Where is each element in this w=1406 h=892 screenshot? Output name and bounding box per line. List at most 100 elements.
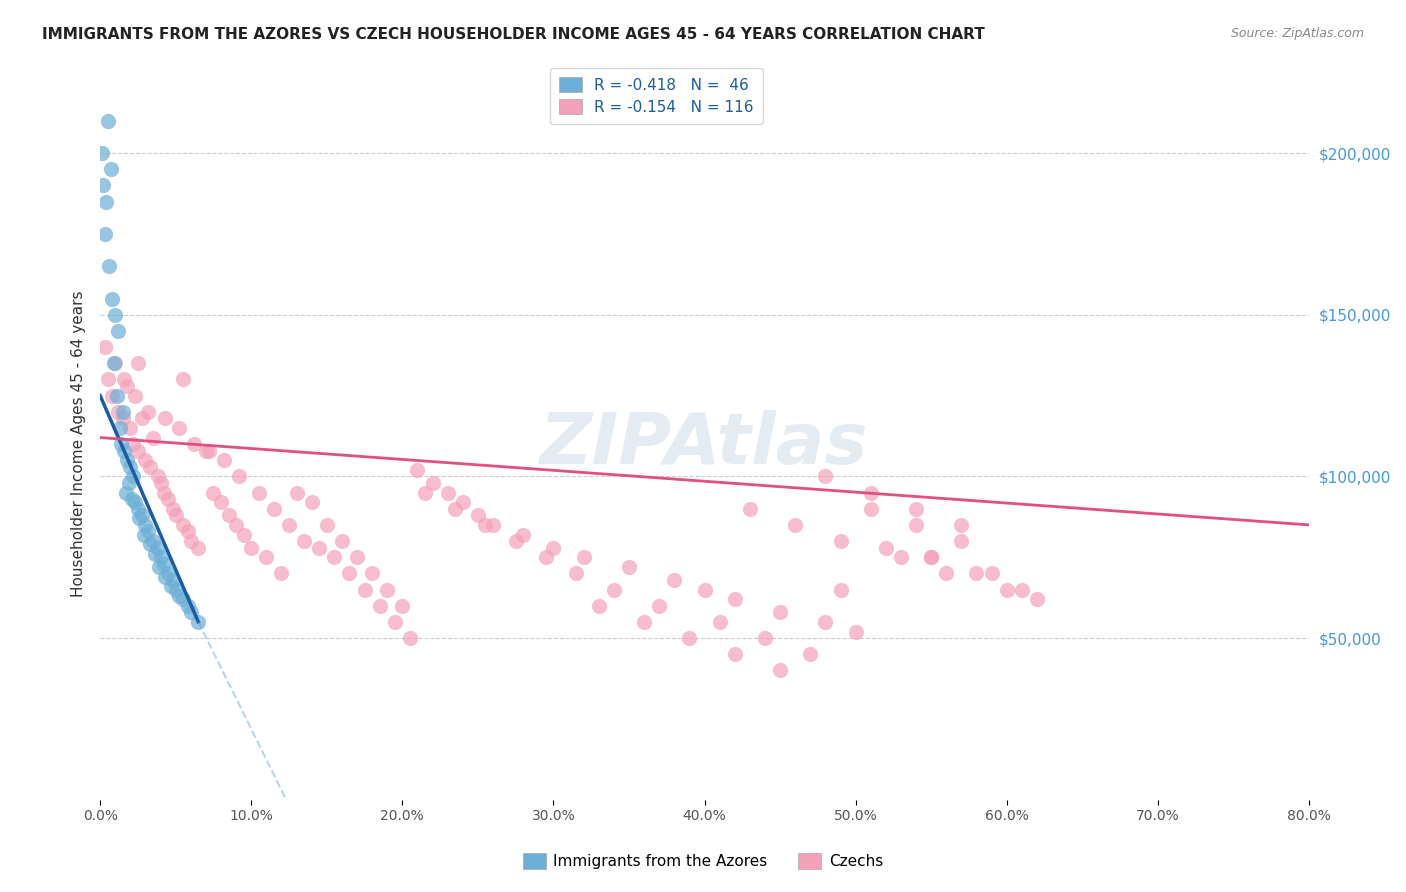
Point (117, 453, 139, 467)
Point (263, 501, 285, 516)
Point (228, 469, 250, 483)
Legend: R = -0.418   N =  46, R = -0.154   N = 116: R = -0.418 N = 46, R = -0.154 N = 116 (550, 68, 762, 124)
Point (875, 541, 897, 555)
Point (436, 485, 458, 500)
Point (131, 508, 153, 523)
Point (112, 372, 135, 386)
Point (254, 550, 277, 565)
Point (198, 443, 221, 458)
Point (738, 501, 761, 516)
Point (905, 501, 928, 516)
Point (285, 485, 308, 500)
Point (966, 566, 988, 581)
Point (678, 631, 700, 645)
Point (157, 491, 180, 506)
Point (905, 517, 928, 532)
Point (128, 511, 150, 525)
Point (148, 560, 170, 574)
Point (143, 547, 166, 561)
Point (93, 340, 115, 354)
Point (814, 615, 837, 629)
Point (172, 592, 194, 607)
Point (240, 541, 263, 555)
Point (100, 162, 122, 177)
Point (97, 372, 120, 386)
Point (724, 647, 747, 661)
Point (467, 508, 489, 523)
Point (709, 615, 731, 629)
Point (315, 517, 337, 532)
Point (368, 599, 391, 613)
Point (339, 566, 361, 581)
Point (127, 443, 149, 458)
Point (96, 194, 118, 209)
Legend: Immigrants from the Azores, Czechs: Immigrants from the Azores, Czechs (517, 847, 889, 875)
Point (93, 227, 115, 241)
Point (153, 569, 176, 583)
Text: ZIPAtlas: ZIPAtlas (540, 409, 869, 478)
Point (391, 599, 413, 613)
Point (353, 582, 375, 597)
Point (950, 534, 973, 549)
Point (950, 517, 973, 532)
Point (90, 146, 112, 161)
Point (146, 541, 169, 555)
Point (247, 485, 270, 500)
Point (920, 550, 942, 565)
Y-axis label: Householder Income Ages 45 - 64 years: Householder Income Ages 45 - 64 years (72, 291, 86, 598)
Point (104, 356, 127, 370)
Point (361, 566, 384, 581)
Point (180, 605, 202, 619)
Point (212, 453, 235, 467)
Point (149, 475, 172, 490)
Point (108, 421, 131, 435)
Point (474, 517, 496, 532)
Point (754, 631, 776, 645)
Point (105, 388, 128, 402)
Point (406, 463, 429, 477)
Point (167, 421, 190, 435)
Point (920, 550, 942, 565)
Point (103, 356, 125, 370)
Point (301, 495, 323, 509)
Point (444, 501, 467, 516)
Point (202, 485, 225, 500)
Point (124, 388, 146, 402)
Point (152, 557, 174, 571)
Text: IMMIGRANTS FROM THE AZORES VS CZECH HOUSEHOLDER INCOME AGES 45 - 64 YEARS CORREL: IMMIGRANTS FROM THE AZORES VS CZECH HOUS… (42, 27, 986, 42)
Point (603, 582, 626, 597)
Point (162, 573, 184, 587)
Point (165, 508, 187, 523)
Point (769, 664, 792, 678)
Point (132, 527, 155, 541)
Point (346, 550, 368, 565)
Point (664, 573, 686, 587)
Point (225, 517, 247, 532)
Point (292, 534, 315, 549)
Point (995, 582, 1018, 597)
Point (413, 485, 436, 500)
Point (384, 615, 406, 629)
Point (120, 421, 142, 435)
Point (139, 459, 162, 474)
Point (565, 566, 588, 581)
Point (180, 534, 202, 549)
Point (121, 491, 143, 506)
Point (142, 534, 165, 549)
Point (1026, 592, 1049, 607)
Point (131, 411, 153, 425)
Point (633, 615, 655, 629)
Point (830, 582, 852, 597)
Point (114, 485, 136, 500)
Point (120, 459, 142, 474)
Point (232, 527, 254, 541)
Point (859, 501, 882, 516)
Point (177, 524, 200, 539)
Point (572, 550, 595, 565)
Point (399, 631, 422, 645)
Point (980, 566, 1002, 581)
Point (149, 550, 172, 565)
Point (194, 443, 217, 458)
Point (588, 599, 610, 613)
Point (935, 566, 957, 581)
